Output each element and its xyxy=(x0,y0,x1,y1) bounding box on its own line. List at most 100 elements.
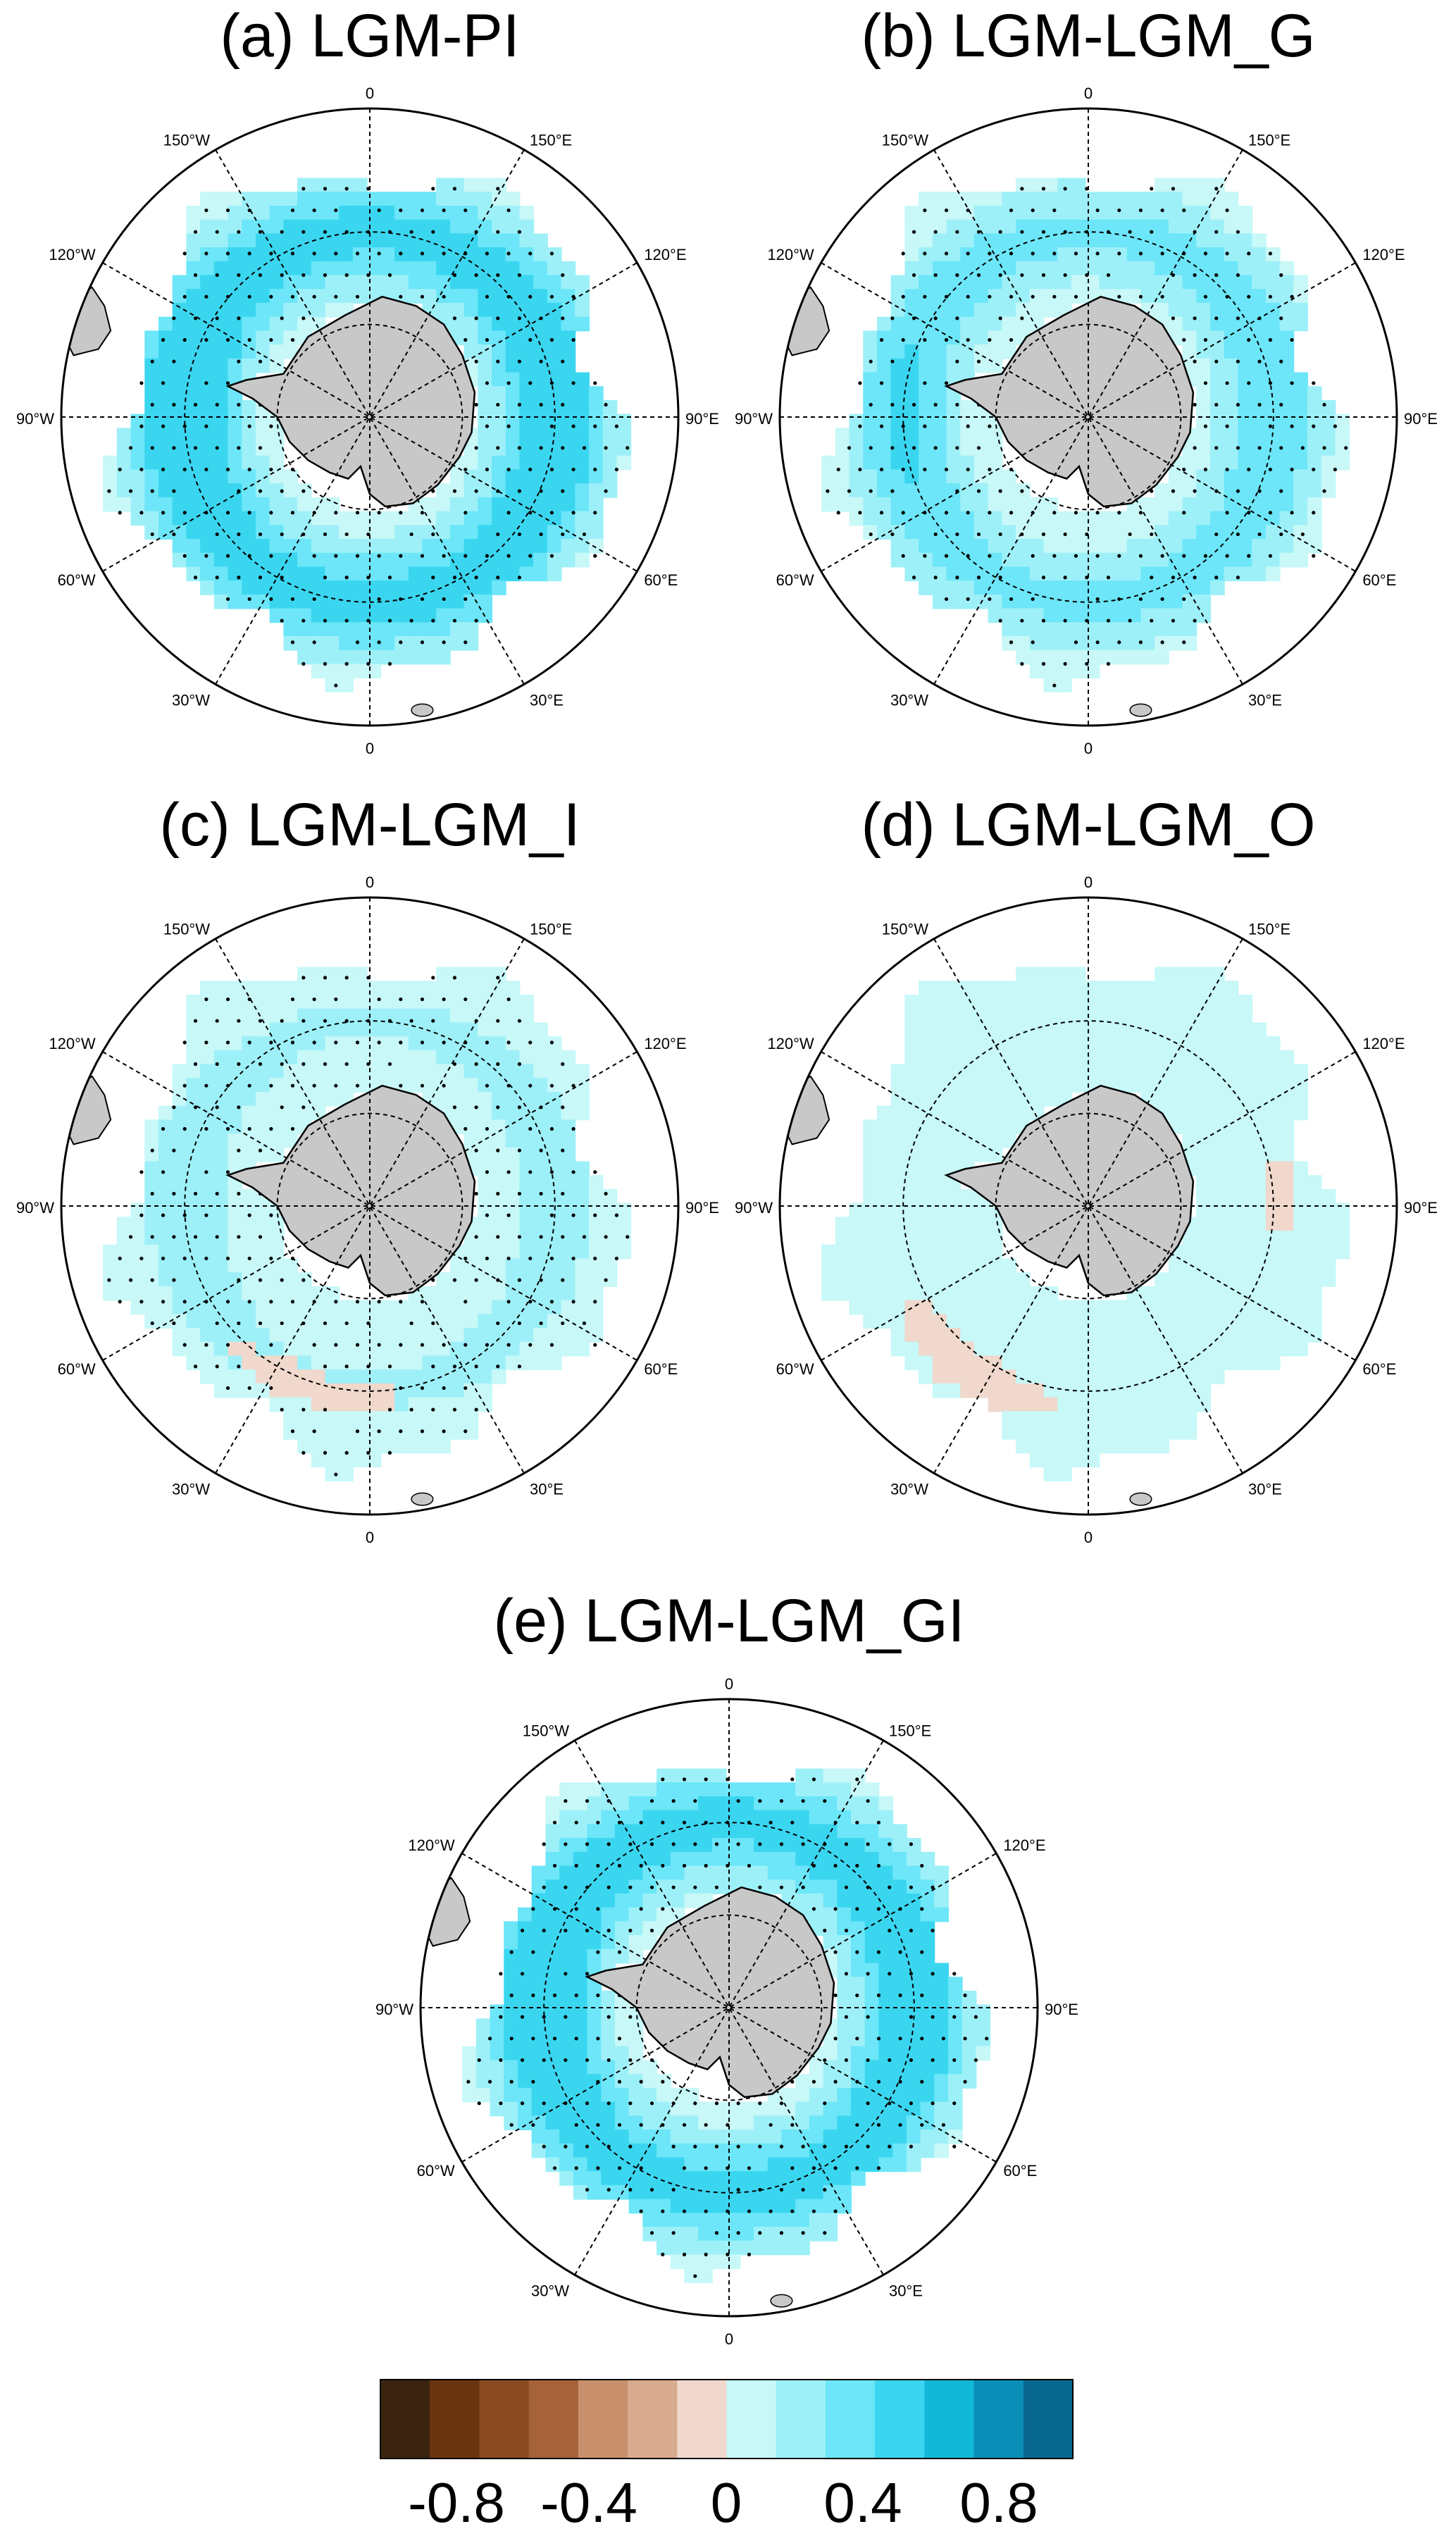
field-cell xyxy=(1238,1078,1252,1093)
stipple-dot xyxy=(334,1084,337,1088)
field-cell xyxy=(256,192,270,206)
field-cell xyxy=(589,1314,604,1329)
field-cell xyxy=(823,2060,838,2075)
field-cell xyxy=(1155,1384,1169,1398)
field-cell xyxy=(1183,622,1197,637)
stipple-dot xyxy=(161,1257,165,1260)
stipple-dot xyxy=(1236,403,1240,406)
stipple-dot xyxy=(183,1343,187,1347)
field-cell xyxy=(450,1106,465,1121)
field-cell xyxy=(1140,1369,1155,1384)
stipple-dot xyxy=(280,1019,284,1023)
stipple-dot xyxy=(269,1300,273,1303)
field-cell xyxy=(519,539,534,554)
field-cell xyxy=(283,1119,298,1134)
field-cell xyxy=(492,1161,506,1176)
field-cell xyxy=(837,1921,852,1936)
field-cell xyxy=(422,981,437,995)
field-cell xyxy=(547,1175,562,1190)
field-cell xyxy=(601,1852,616,1867)
field-cell xyxy=(228,400,243,415)
field-cell xyxy=(478,1078,492,1093)
stipple-dot xyxy=(161,338,165,342)
field-cell xyxy=(1099,566,1114,581)
field-cell xyxy=(988,1119,1003,1134)
field-cell xyxy=(1155,1050,1169,1065)
field-cell xyxy=(200,1369,215,1384)
field-cell xyxy=(1210,456,1225,471)
field-cell xyxy=(684,1810,699,1825)
field-cell xyxy=(478,1148,492,1162)
field-cell xyxy=(1280,1342,1295,1357)
field-cell xyxy=(532,1866,547,1881)
field-cell xyxy=(907,1879,921,1894)
field-cell xyxy=(186,275,201,290)
field-cell xyxy=(1155,1314,1169,1329)
stipple-dot xyxy=(1096,597,1100,601)
field-cell xyxy=(325,1355,340,1370)
field-cell xyxy=(283,1425,298,1440)
field-cell xyxy=(933,1189,947,1204)
field-cell xyxy=(1030,1342,1045,1357)
field-cell xyxy=(214,595,229,609)
field-cell xyxy=(988,1342,1003,1357)
field-cell xyxy=(339,595,354,609)
field-cell xyxy=(478,1050,492,1065)
field-cell xyxy=(837,1908,852,1922)
field-cell xyxy=(933,1231,947,1245)
field-cell xyxy=(947,1203,962,1218)
stipple-dot xyxy=(1139,640,1143,644)
field-cell xyxy=(960,483,975,498)
field-cell xyxy=(754,2130,769,2144)
stipple-dot xyxy=(923,554,926,558)
stipple-dot xyxy=(151,1279,154,1282)
field-cell xyxy=(1057,206,1072,220)
field-cell xyxy=(589,1258,604,1273)
field-cell xyxy=(863,1314,878,1329)
field-cell xyxy=(573,1949,588,1964)
field-cell xyxy=(698,2144,713,2158)
field-cell xyxy=(740,1838,754,1853)
stipple-dot xyxy=(388,1451,392,1455)
stipple-dot xyxy=(880,425,883,428)
field-cell xyxy=(242,497,256,512)
field-cell xyxy=(877,1148,892,1162)
longitude-label-west-60: 60°W xyxy=(776,571,814,589)
field-cell xyxy=(311,275,326,290)
field-cell xyxy=(837,1977,852,1991)
field-cell xyxy=(850,1245,864,1260)
field-cell xyxy=(1099,1050,1114,1065)
field-cell xyxy=(1085,580,1100,595)
stipple-dot xyxy=(161,1170,165,1174)
field-cell xyxy=(200,1119,215,1134)
field-cell xyxy=(1002,192,1016,206)
field-cell xyxy=(892,2018,907,2033)
field-cell xyxy=(297,1050,312,1065)
field-cell xyxy=(478,303,492,318)
field-cell xyxy=(506,1175,521,1190)
stipple-dot xyxy=(1214,187,1218,190)
field-cell xyxy=(256,330,270,345)
field-cell xyxy=(283,483,298,498)
field-cell xyxy=(1224,995,1239,1009)
field-cell xyxy=(1321,1272,1336,1287)
field-cell xyxy=(200,1189,215,1204)
stipple-dot xyxy=(248,251,251,255)
field-cell xyxy=(353,525,368,540)
field-cell xyxy=(214,233,229,248)
field-cell xyxy=(947,1106,962,1121)
field-cell xyxy=(904,1245,919,1260)
field-cell xyxy=(422,247,437,262)
field-cell xyxy=(1280,1050,1295,1065)
field-cell xyxy=(587,2102,602,2117)
field-cell xyxy=(1155,1411,1169,1426)
field-cell xyxy=(1030,664,1045,678)
stipple-dot xyxy=(934,403,938,406)
field-cell xyxy=(478,372,492,387)
field-cell xyxy=(144,1133,159,1148)
field-cell xyxy=(919,1050,933,1065)
field-cell xyxy=(1030,1328,1045,1343)
stipple-dot xyxy=(291,1300,294,1303)
field-cell xyxy=(1140,650,1155,665)
field-cell xyxy=(837,1894,852,1908)
